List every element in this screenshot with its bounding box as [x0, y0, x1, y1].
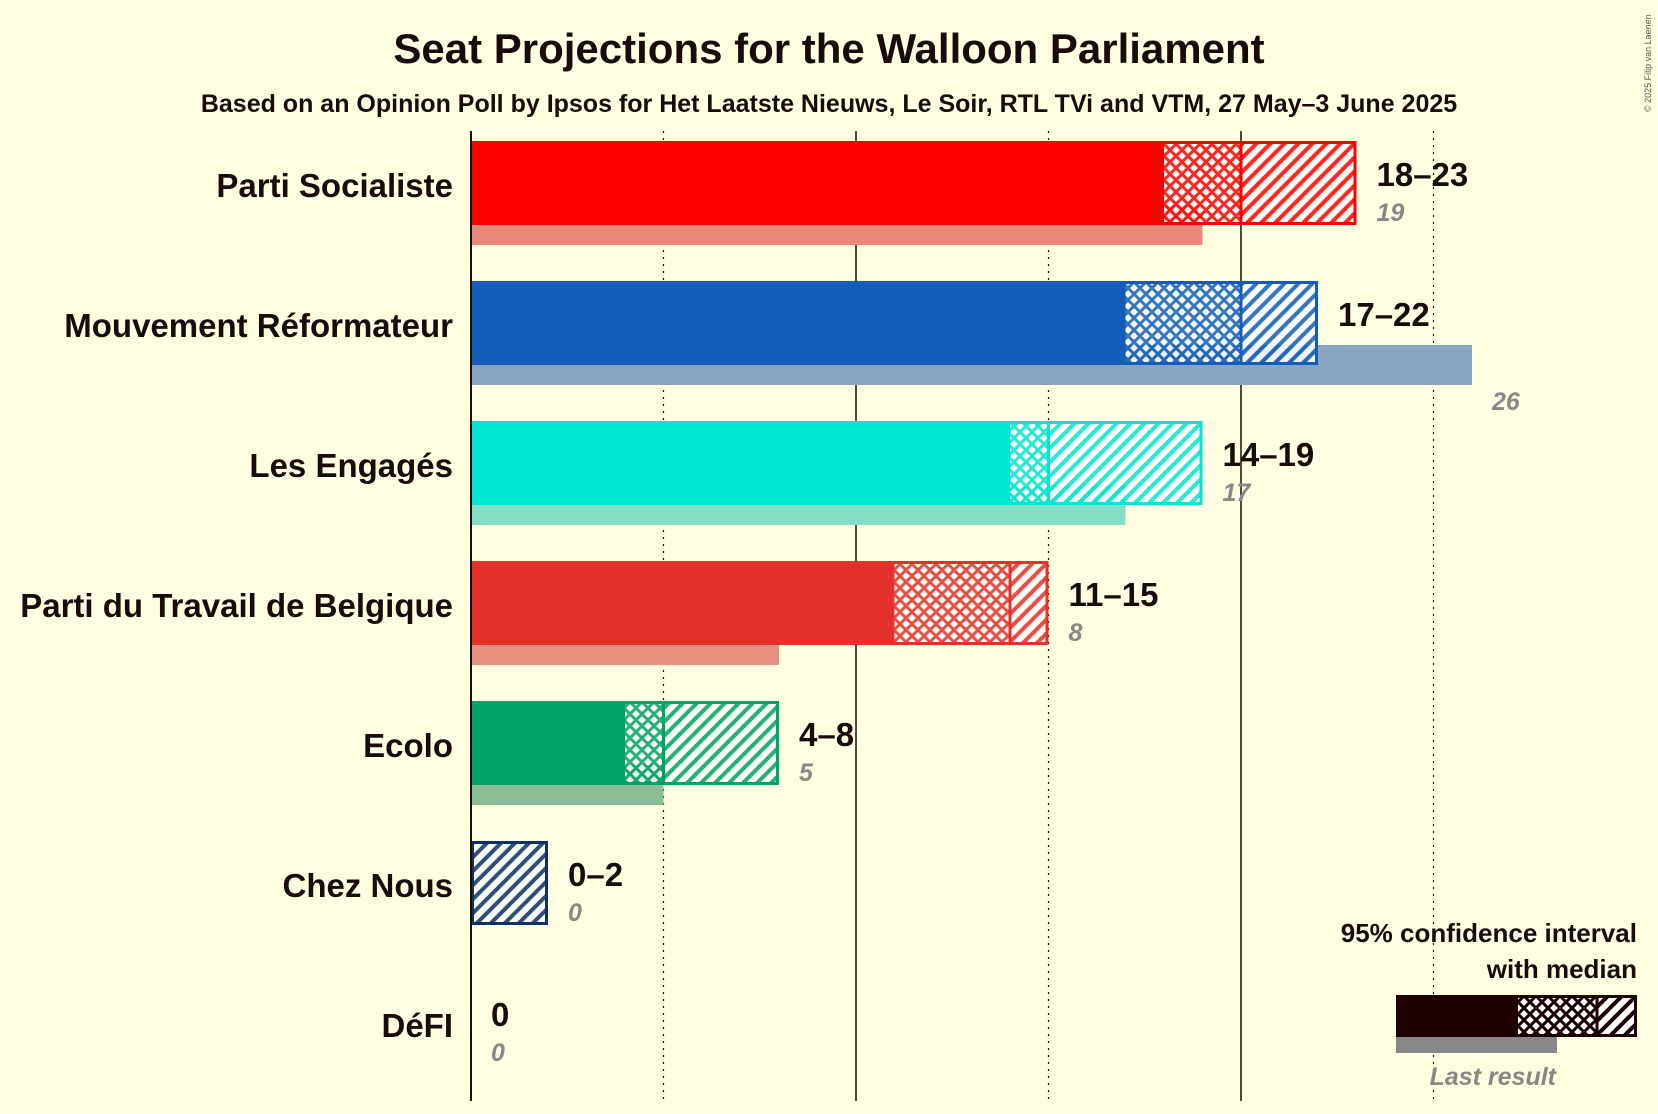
copyright-note: © 2025 Filip van Laenen — [1643, 14, 1653, 112]
party-label: Mouvement Réformateur — [64, 307, 453, 344]
legend-outline — [1396, 995, 1637, 1037]
chart-subtitle: Based on an Opinion Poll by Ipsos for He… — [201, 90, 1457, 118]
ci-outline — [471, 561, 1049, 645]
ci-outline — [471, 421, 1203, 505]
party-row: DéFI 0 0 — [381, 996, 509, 1067]
last-result-label: 0 — [568, 899, 582, 927]
certain-seats-bar — [471, 281, 1126, 365]
bars-group: Parti Socialiste 18–23 19 Mouvement Réforma… — [20, 141, 1521, 1067]
ci-outline — [471, 701, 779, 785]
last-result-label: 17 — [1223, 479, 1252, 507]
certain-seats-bar — [471, 421, 1010, 505]
party-label: Chez Nous — [282, 867, 453, 904]
seat-range-label: 14–19 — [1223, 436, 1315, 473]
ci-outline — [471, 281, 1318, 365]
seat-range-label: 0–2 — [568, 856, 623, 893]
legend-ci-upper-bar — [1597, 995, 1637, 1037]
party-row: Chez Nous 0–2 0 — [282, 841, 623, 927]
certain-seats-bar — [471, 701, 625, 785]
party-row: Parti du Travail de Belgique 11–15 8 — [20, 561, 1158, 665]
ci-outline — [471, 141, 1357, 225]
legend-title-line2: with median — [1486, 954, 1637, 984]
party-row: Parti Socialiste 18–23 19 — [216, 141, 1468, 245]
seat-range-label: 11–15 — [1069, 576, 1159, 613]
last-result-label: 5 — [799, 759, 814, 787]
ci-upper-bar — [663, 701, 779, 785]
legend-ci-lower-bar — [1518, 995, 1597, 1037]
ci-upper-bar — [471, 841, 548, 925]
ci-lower-bar — [1010, 421, 1049, 505]
chart-title: Seat Projections for the Walloon Parliam… — [393, 25, 1264, 72]
last-result-label: 0 — [491, 1039, 505, 1067]
legend: 95% confidence interval with median Last… — [1341, 918, 1637, 1091]
ci-lower-bar — [625, 701, 664, 785]
party-label: Parti Socialiste — [216, 167, 453, 204]
ci-outline — [471, 841, 548, 925]
certain-seats-bar — [471, 561, 895, 645]
last-result-label: 26 — [1491, 388, 1521, 416]
legend-title-line1: 95% confidence interval — [1341, 918, 1637, 948]
ci-upper-bar — [1010, 561, 1049, 645]
party-label: Parti du Travail de Belgique — [20, 587, 453, 624]
party-label: Les Engagés — [249, 447, 453, 484]
ci-upper-bar — [1241, 281, 1318, 365]
legend-certain-bar — [1396, 995, 1518, 1037]
ci-lower-bar — [894, 561, 1010, 645]
last-result-label: 19 — [1377, 199, 1405, 227]
seat-range-label: 4–8 — [799, 716, 854, 753]
last-result-label: 8 — [1069, 619, 1083, 647]
party-row: Les Engagés 14–19 17 — [249, 421, 1314, 525]
party-row: Mouvement Réformateur 17–22 26 — [64, 281, 1521, 416]
legend-last-result-label: Last result — [1430, 1063, 1558, 1091]
ci-lower-bar — [1125, 281, 1241, 365]
ci-lower-bar — [1164, 141, 1241, 225]
seat-range-label: 18–23 — [1377, 156, 1469, 193]
seat-range-label: 17–22 — [1338, 296, 1430, 333]
party-label: DéFI — [381, 1007, 453, 1044]
party-label: Ecolo — [363, 727, 453, 764]
seat-range-label: 0 — [491, 996, 509, 1033]
ci-upper-bar — [1241, 141, 1357, 225]
party-row: Ecolo 4–8 5 — [363, 701, 854, 805]
ci-upper-bar — [1048, 421, 1203, 505]
certain-seats-bar — [471, 141, 1164, 225]
